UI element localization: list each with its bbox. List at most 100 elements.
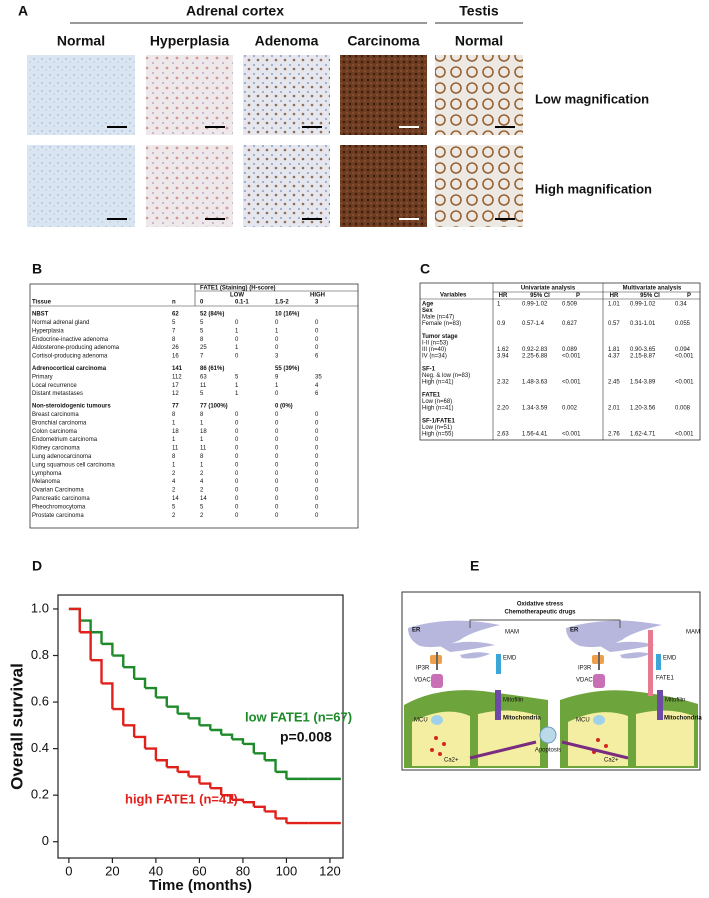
label: Prostate carcinoma — [32, 513, 84, 519]
micrograph — [27, 145, 135, 227]
diagram-label: IP3R — [578, 666, 592, 672]
label: Low (n=51) — [422, 425, 452, 431]
label: Pancreatic carcinoma — [32, 496, 90, 502]
label: <0.001 — [675, 354, 694, 360]
mcu — [431, 715, 443, 725]
label: 1.62 — [497, 347, 509, 353]
label: Ovarian Carcinoma — [32, 488, 84, 494]
label: 0 — [235, 462, 239, 468]
label: 0.57-1.4 — [522, 321, 545, 327]
diagram-label: EMD — [503, 656, 517, 662]
diagram-label: Oxidative stress — [517, 602, 564, 608]
diagram-label: ER — [412, 628, 421, 634]
label: 2.25-6.88 — [522, 354, 548, 360]
mitofilin — [657, 690, 663, 720]
label: 8 — [172, 454, 176, 460]
label: FATE1 (Staining) (H-score) — [200, 286, 276, 292]
micrograph — [243, 145, 330, 227]
er — [408, 620, 500, 648]
label: P — [576, 293, 580, 299]
survival-step — [188, 717, 201, 726]
label: 0 — [235, 412, 239, 418]
label: Endometrium carcinoma — [32, 437, 98, 443]
label: <0.001 — [675, 432, 694, 438]
label: 0 (0%) — [275, 404, 293, 410]
label: 1.20-3.56 — [630, 406, 656, 412]
panel-label: E — [470, 558, 479, 574]
label: 0.31-1.01 — [630, 321, 656, 327]
label: 0 — [275, 513, 279, 519]
label: 0 — [315, 504, 319, 510]
y-tick-label: 0.4 — [31, 740, 49, 755]
label: 7 — [172, 328, 176, 334]
label: P — [687, 293, 691, 299]
label: 2 — [172, 471, 176, 477]
micrograph — [243, 55, 330, 135]
y-tick-label: 0.6 — [31, 693, 49, 708]
label: 0 — [235, 513, 239, 519]
panel-label: B — [32, 261, 42, 277]
label: High (n=41) — [422, 406, 454, 412]
label: 52 (84%) — [200, 312, 224, 318]
label: Breast carcinoma — [32, 412, 79, 418]
label: 1.54-3.89 — [630, 380, 656, 386]
label: 0.509 — [562, 302, 578, 308]
label: 2 — [172, 513, 176, 519]
label: 18 — [200, 429, 207, 435]
survival-step — [275, 770, 288, 779]
label: 5 — [172, 320, 176, 326]
label: 0 — [315, 345, 319, 351]
label: 0 — [235, 479, 239, 485]
label: Aldosterone-producing adenoma — [32, 345, 120, 351]
label: SF-1/FATE1 — [422, 419, 456, 425]
label: 9 — [275, 374, 279, 380]
label: 0.99-1.02 — [522, 302, 548, 308]
label: Multivariate analysis — [623, 286, 682, 292]
label: 2.76 — [608, 432, 620, 438]
survival-step — [68, 607, 81, 621]
label: 8 — [200, 412, 204, 418]
label: 0 — [235, 471, 239, 477]
label: Pheochromocytoma — [32, 504, 86, 510]
label: 0 — [275, 471, 279, 477]
label: 0 — [315, 513, 319, 519]
label: High (n=55) — [422, 432, 454, 438]
emd — [496, 654, 501, 674]
label: 2.45 — [608, 380, 620, 386]
label: 1.48-3.63 — [522, 380, 548, 386]
label: Low (n=68) — [422, 399, 452, 405]
label: 4.37 — [608, 354, 620, 360]
plot-frame — [57, 594, 344, 859]
label: 35 — [315, 374, 322, 380]
panel-label: D — [32, 558, 42, 574]
label: <0.001 — [562, 380, 581, 386]
label: 7 — [200, 354, 204, 360]
diagram-label: Mitofilin — [665, 698, 685, 704]
label: 62 — [172, 312, 179, 318]
label: Adrenocortical carcinoma — [32, 366, 107, 372]
survival-step — [155, 696, 168, 707]
column-title: Normal — [57, 33, 105, 49]
label: n — [172, 300, 176, 306]
label: 0.008 — [675, 406, 691, 412]
survival-step — [177, 770, 190, 777]
label: 0 — [235, 488, 239, 494]
label: 0.92-2.83 — [522, 347, 548, 353]
row-title: High magnification — [535, 181, 652, 196]
label: III (n=40) — [422, 347, 446, 353]
label: 0.627 — [562, 321, 578, 327]
label: 0 — [275, 446, 279, 452]
label: 0 — [235, 420, 239, 426]
label: 16 — [172, 354, 179, 360]
label: 0 — [275, 320, 279, 326]
label: Primary — [32, 374, 53, 380]
label: 2.63 — [497, 432, 509, 438]
label: 8 — [200, 337, 204, 343]
label: 8 — [200, 454, 204, 460]
label: Male (n=47) — [422, 315, 454, 321]
x-axis-title: Time (months) — [149, 877, 252, 894]
label: 2 — [200, 488, 204, 494]
label: 2.01 — [608, 406, 620, 412]
micrograph — [340, 55, 427, 135]
